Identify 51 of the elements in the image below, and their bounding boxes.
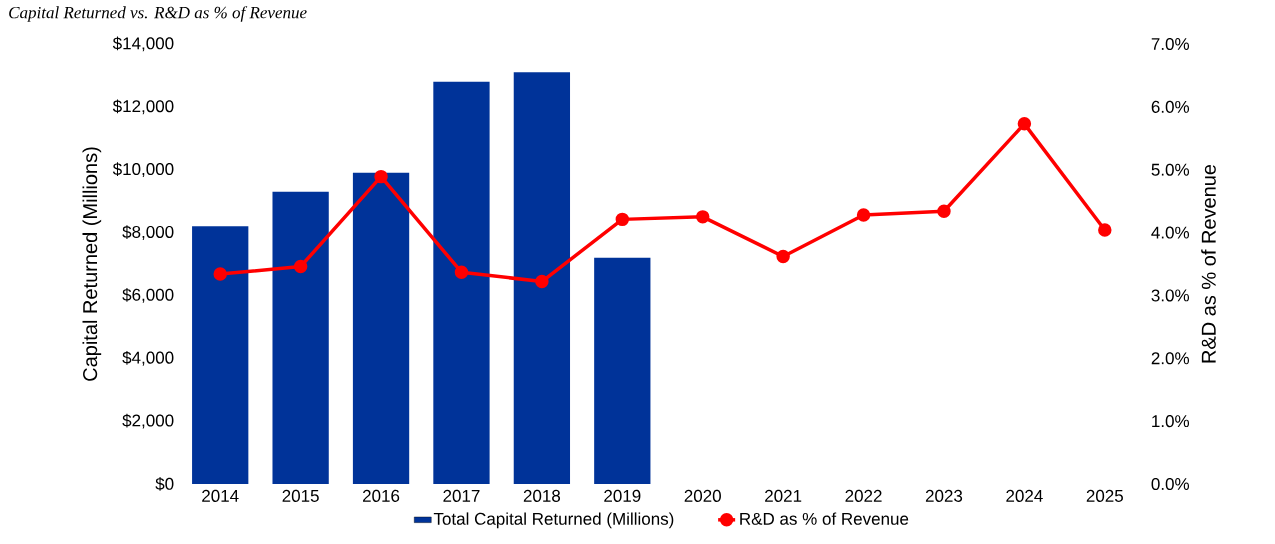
x-tick-label: 2022 xyxy=(845,489,882,502)
y2-tick-label: 4.0% xyxy=(1151,226,1190,239)
point xyxy=(776,249,790,264)
y-tick-label: $10,000 xyxy=(112,162,174,178)
y-tick-label: $8,000 xyxy=(122,225,174,240)
y2-axis-title: R&D as % of Revenue xyxy=(1201,164,1216,363)
point xyxy=(695,210,710,224)
y2-tick-label: 1.0% xyxy=(1152,415,1190,428)
y-tick-label: $12,000 xyxy=(112,99,174,115)
x-tick-label: 2018 xyxy=(523,489,561,502)
legend-label: R&D as % of Revenue xyxy=(740,512,909,525)
point xyxy=(535,274,549,289)
y-axis-title: Capital Returned (Millions) xyxy=(82,147,102,381)
point xyxy=(937,204,951,218)
y2-tick-label: 2.0% xyxy=(1151,352,1190,365)
y2-tick-label: 0.0% xyxy=(1151,477,1190,491)
y-tick-label: $6,000 xyxy=(122,288,174,303)
chart-title: Capital Returned vs. R&D as % of Revenue xyxy=(9,6,307,22)
point xyxy=(293,259,308,274)
point xyxy=(454,265,469,279)
y-tick-label: $2,000 xyxy=(122,413,174,429)
bar xyxy=(594,257,651,484)
point xyxy=(1098,223,1112,237)
x-tick-label: 2019 xyxy=(604,489,641,502)
y2-tick-label: 6.0% xyxy=(1151,100,1190,113)
x-tick-label: 2015 xyxy=(282,489,319,502)
y-tick-label: $0 xyxy=(155,477,174,491)
x-tick-label: 2016 xyxy=(363,489,400,502)
y2-tick-label: 7.0% xyxy=(1151,37,1190,51)
x-tick-label: 2014 xyxy=(202,489,239,502)
point xyxy=(615,212,630,227)
point xyxy=(374,169,388,184)
y2-tick-label: 5.0% xyxy=(1151,163,1190,176)
y-tick-label: $14,000 xyxy=(112,36,174,52)
x-tick-label: 2020 xyxy=(684,489,721,502)
bar xyxy=(272,191,329,484)
x-tick-label: 2023 xyxy=(925,489,963,502)
x-tick-label: 2021 xyxy=(765,489,802,502)
bar xyxy=(352,172,410,484)
bar xyxy=(192,226,249,484)
bar xyxy=(513,72,571,484)
point xyxy=(856,208,871,222)
legend-label: Total Capital Returned (Millions) xyxy=(433,512,674,529)
bar xyxy=(433,81,490,484)
point xyxy=(1017,117,1032,131)
point xyxy=(213,267,227,281)
x-tick-label: 2024 xyxy=(1006,489,1043,502)
y2-tick-label: 3.0% xyxy=(1151,289,1190,302)
y-tick-label: $4,000 xyxy=(122,350,174,366)
x-tick-label: 2025 xyxy=(1086,489,1123,502)
x-tick-label: 2017 xyxy=(443,489,480,502)
